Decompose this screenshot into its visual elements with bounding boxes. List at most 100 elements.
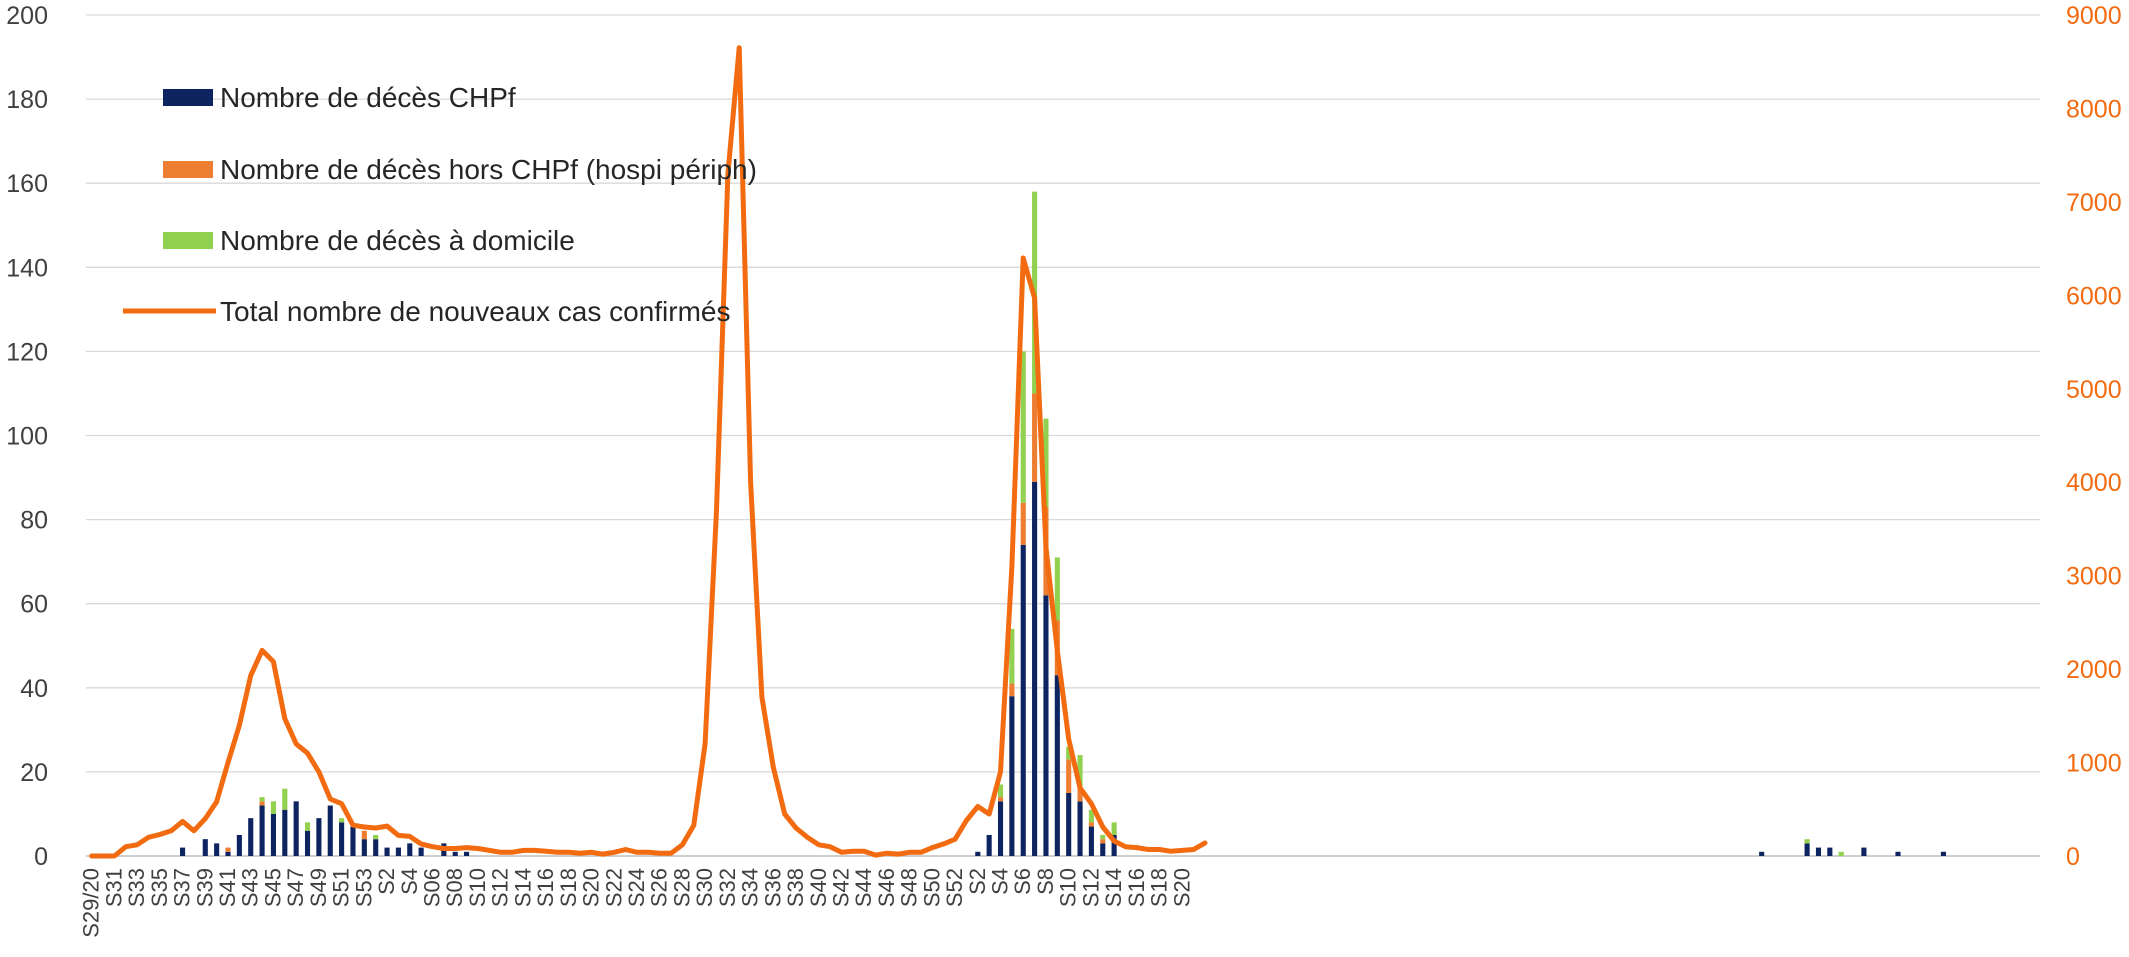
x-tick-label: S37 <box>170 868 195 907</box>
x-tick-label: S18 <box>1147 868 1172 907</box>
y2-tick-label: 3000 <box>2066 563 2122 591</box>
bar-chpf <box>350 826 356 856</box>
bar-domicile <box>1077 755 1083 789</box>
x-tick-label: S31 <box>101 868 126 907</box>
y2-tick-label: 8000 <box>2066 95 2122 123</box>
bar-domicile <box>1066 746 1072 760</box>
x-tick-label: S14 <box>510 868 535 907</box>
x-tick-label: S32 <box>715 868 740 907</box>
x-tick-label: S47 <box>283 868 308 907</box>
bar-chpf <box>1895 851 1901 856</box>
x-tick-label: S28 <box>669 868 694 907</box>
bar-chpf <box>1827 847 1833 856</box>
bar-domicile <box>1009 628 1015 684</box>
x-tick-label: S24 <box>624 868 649 907</box>
bar-chpf <box>1100 843 1106 856</box>
x-tick-label: S49 <box>306 868 331 907</box>
x-tick-label: S52 <box>942 868 967 907</box>
bar-chpf <box>248 818 254 856</box>
x-tick-label: S46 <box>874 868 899 907</box>
bar-chpf <box>1043 595 1049 856</box>
bar-hors <box>1077 788 1083 802</box>
x-tick-label: S6 <box>1010 868 1035 895</box>
bar-chpf <box>316 818 322 856</box>
x-tick-label: S10 <box>1056 868 1081 907</box>
x-tick-label: S16 <box>533 868 558 907</box>
bar-hors <box>1100 839 1106 844</box>
bar-hors <box>997 797 1004 802</box>
x-tick-label: S12 <box>488 868 513 907</box>
legend-label-total: Total nombre de nouveaux cas confirmés <box>220 296 731 327</box>
bar-hors <box>1032 393 1038 482</box>
bar-chpf <box>1940 851 1946 856</box>
bar-hors <box>1009 683 1015 697</box>
x-tick-label: S14 <box>1101 868 1126 907</box>
bar-domicile <box>373 834 379 840</box>
bar-domicile <box>339 818 345 823</box>
bar-chpf <box>270 813 277 856</box>
x-tick-label: S18 <box>556 868 581 907</box>
y-tick-label: 180 <box>6 86 48 114</box>
x-tick-label: S48 <box>897 868 922 907</box>
gridlines <box>86 14 2040 857</box>
bar-chpf <box>1861 847 1867 856</box>
bar-chpf <box>339 822 345 856</box>
legend: Nombre de décès CHPf Nombre de décès hor… <box>123 82 757 327</box>
x-tick-label: S50 <box>919 868 944 907</box>
x-tick-label: S8 <box>1033 868 1058 895</box>
x-tick-label: S4 <box>988 868 1013 895</box>
x-tick-label: S26 <box>647 868 672 907</box>
bar-domicile <box>304 822 311 831</box>
x-tick-label: S2 <box>374 868 399 895</box>
y-tick-label: 100 <box>6 423 48 451</box>
y2-tick-label: 2000 <box>2066 656 2122 684</box>
bar-hors <box>1088 822 1094 827</box>
x-tick-label: S51 <box>329 868 354 907</box>
bar-chpf <box>225 851 231 856</box>
x-tick-label: S33 <box>124 868 149 907</box>
y-tick-label: 0 <box>34 843 48 871</box>
bar-chpf <box>418 847 424 856</box>
y2-tick-label: 1000 <box>2066 750 2122 778</box>
series-line-total <box>89 45 1208 859</box>
bar-hors <box>361 830 367 840</box>
y-tick-label: 140 <box>6 254 48 282</box>
bar-chpf <box>1804 843 1810 856</box>
x-tick-label: S35 <box>147 868 172 907</box>
bar-chpf <box>202 839 208 856</box>
bar-domicile <box>1088 809 1094 823</box>
x-tick-label: S20 <box>579 868 604 907</box>
y-tick-label: 20 <box>20 759 48 787</box>
x-tick-label: S34 <box>738 868 763 907</box>
y-tick-label: 40 <box>20 675 48 703</box>
x-tick-label: S2 <box>965 868 990 895</box>
bar-chpf <box>180 847 186 856</box>
bar-domicile <box>1838 851 1844 856</box>
x-tick-label: S30 <box>692 868 717 907</box>
x-tick-label: S08 <box>442 868 467 907</box>
y-tick-label: 160 <box>6 170 48 198</box>
y2-tick-label: 0 <box>2066 843 2080 871</box>
bar-chpf <box>1009 696 1015 856</box>
bar-chpf <box>327 805 333 856</box>
x-tick-label: S53 <box>351 868 376 907</box>
x-tick-label: S20 <box>1169 868 1194 907</box>
x-tick-label: S43 <box>238 868 263 907</box>
y2-tick-label: 9000 <box>2066 2 2122 30</box>
y-tick-label: 200 <box>6 2 48 30</box>
bar-chpf <box>384 847 390 856</box>
bar-domicile <box>997 784 1004 798</box>
y2-tick-label: 4000 <box>2066 469 2122 497</box>
bar-domicile <box>1804 839 1810 844</box>
bar-chpf <box>282 809 288 856</box>
right-y-axis: 0 1000 2000 3000 4000 5000 6000 7000 8000 9000 <box>2066 2 2122 871</box>
bar-domicile <box>1111 822 1117 835</box>
y-tick-label: 120 <box>6 338 48 366</box>
bar-series <box>180 191 1946 856</box>
bar-hors <box>1066 759 1072 793</box>
x-tick-label: S41 <box>215 868 240 907</box>
bar-chpf <box>407 843 413 856</box>
legend-label-domicile: Nombre de décès à domicile <box>220 225 575 256</box>
x-tick-label: S45 <box>260 868 285 907</box>
